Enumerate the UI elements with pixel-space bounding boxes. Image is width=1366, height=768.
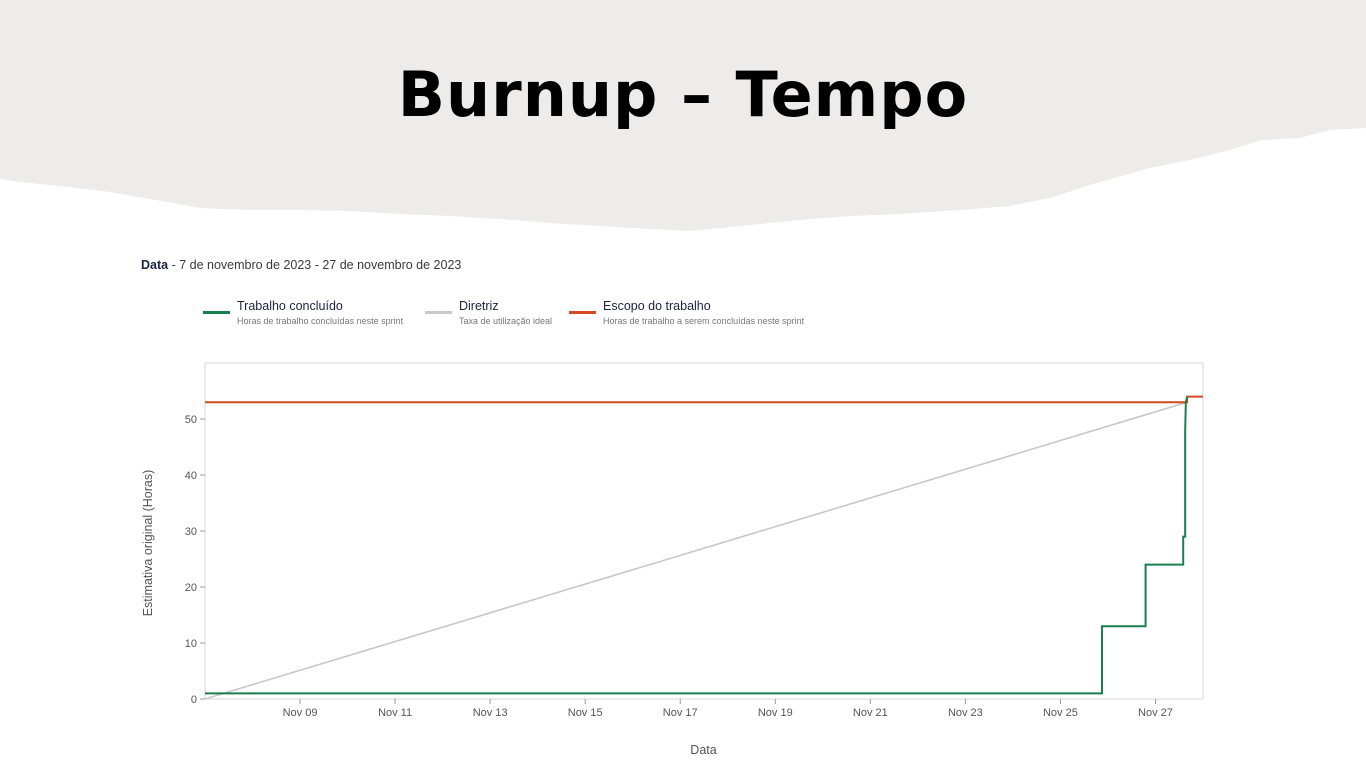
series-line-guideline [204,401,1188,700]
series-line-scope [205,395,1203,404]
legend-swatch-completed [203,311,230,314]
legend-swatch-guideline [425,311,452,314]
x-axis-title: Data [690,743,716,757]
legend-item-guideline[interactable]: Diretriz Taxa de utilização ideal [425,299,553,326]
legend-name-completed: Trabalho concluído [237,299,343,313]
plot-frame [204,362,1204,700]
y-tick-label: 30 [185,526,197,538]
x-tick-label: Nov 13 [473,707,508,719]
x-tick-label: Nov 17 [663,707,698,719]
slide-title: Burnup – Tempo [397,58,969,131]
x-tick-label: Nov 19 [758,707,793,719]
x-tick-label: Nov 15 [568,707,603,719]
y-tick-label: 40 [185,470,197,482]
legend-swatch-scope [569,311,596,314]
legend-item-completed[interactable]: Trabalho concluído Horas de trabalho con… [203,299,409,326]
x-tick-label: Nov 23 [948,707,983,719]
date-range-value: - 7 de novembro de 2023 - 27 de novembro… [168,258,462,272]
x-tick-label: Nov 09 [283,707,318,719]
date-range: Data - 7 de novembro de 2023 - 27 de nov… [141,258,461,272]
legend-name-guideline: Diretriz [459,299,499,313]
torn-paper-shape [0,0,1366,231]
legend-desc-guideline: Taxa de utilização ideal [459,316,553,326]
y-tick-label: 50 [185,414,197,426]
legend-desc-completed: Horas de trabalho concluídas neste sprin… [237,316,404,326]
chart-legend: Trabalho concluído Horas de trabalho con… [203,299,820,326]
date-range-label: Data [141,258,169,272]
x-tick-label: Nov 27 [1138,707,1173,719]
y-tick-label: 0 [191,694,197,706]
y-tick-label: 20 [185,582,197,594]
legend-item-scope[interactable]: Escopo do trabalho Horas de trabalho a s… [569,299,804,326]
x-tick-label: Nov 11 [378,707,412,719]
x-tick-label: Nov 25 [1043,707,1078,719]
series-line-completed [205,396,1189,695]
legend-name-scope: Escopo do trabalho [603,299,711,313]
x-tick-label: Nov 21 [853,707,888,719]
torn-paper-header [0,0,1366,231]
legend-desc-scope: Horas de trabalho a serem concluídas nes… [603,316,805,326]
y-tick-label: 10 [185,638,197,650]
y-axis-title: Estimativa original (Horas) [141,470,155,617]
